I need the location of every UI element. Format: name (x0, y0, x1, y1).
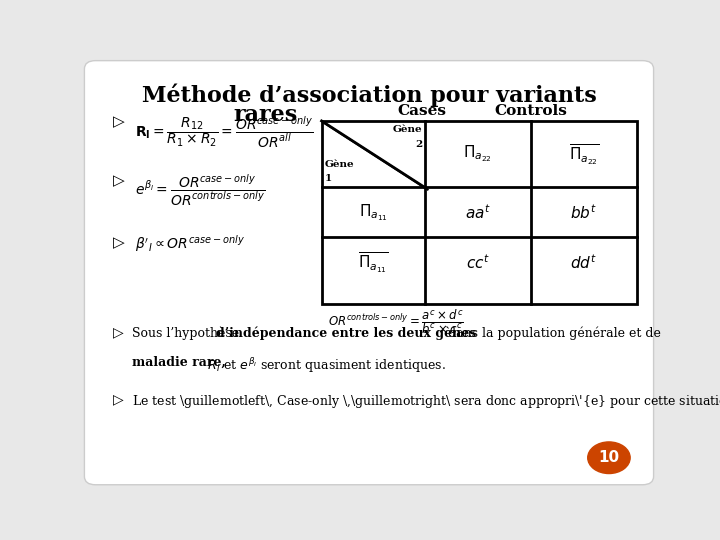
Text: 10: 10 (598, 450, 619, 465)
Text: Sous l’hypothèse: Sous l’hypothèse (132, 327, 247, 340)
Text: $\overline{\Pi_{a_{22}}}$: $\overline{\Pi_{a_{22}}}$ (569, 142, 599, 166)
Text: $\beta'_I \propto OR^{case-only}$: $\beta'_I \propto OR^{case-only}$ (135, 233, 245, 254)
Text: maladie rare,: maladie rare, (132, 356, 226, 369)
Bar (322, 121, 636, 304)
Text: rares: rares (234, 104, 298, 126)
Text: $\triangleright$: $\triangleright$ (112, 114, 126, 130)
Text: $R_I$ et $e^{\beta_I}$ seront quasiment identiques.: $R_I$ et $e^{\beta_I}$ seront quasiment … (204, 356, 446, 375)
Text: $e^{\beta_I} = \dfrac{OR^{case-only}}{OR^{controls-only}}$: $e^{\beta_I} = \dfrac{OR^{case-only}}{OR… (135, 173, 265, 208)
Text: $cc^t$: $cc^t$ (466, 253, 490, 272)
Text: $\triangleright$: $\triangleright$ (112, 173, 126, 188)
FancyBboxPatch shape (84, 60, 654, 485)
Text: $\mathbf{R_I} = \dfrac{R_{12}}{R_1 \times R_2} = \dfrac{OR^{case-only}}{OR^{all}: $\mathbf{R_I} = \dfrac{R_{12}}{R_1 \time… (135, 114, 313, 150)
Text: $\Pi_{a_{22}}$: $\Pi_{a_{22}}$ (464, 144, 492, 165)
Text: 1: 1 (324, 174, 332, 183)
Text: Controls: Controls (495, 104, 567, 118)
Text: dans la population générale et de: dans la population générale et de (444, 327, 661, 340)
Text: Cases: Cases (397, 104, 446, 118)
Text: Le test \guillemotleft\, Case-only \,\guillemotright\ sera donc appropri\'{e} po: Le test \guillemotleft\, Case-only \,\gu… (132, 393, 720, 411)
Text: $OR^{controls-only}=\dfrac{a^c \times d^c}{b^c \times c^c}$: $OR^{controls-only}=\dfrac{a^c \times d^… (328, 308, 464, 336)
Text: 2: 2 (415, 140, 422, 149)
Text: d’indépendance entre les deux gènes: d’indépendance entre les deux gènes (215, 327, 476, 340)
Text: $\triangleright$: $\triangleright$ (112, 327, 125, 341)
Text: $\triangleright$: $\triangleright$ (112, 235, 126, 251)
Text: $\Pi_{a_{11}}$: $\Pi_{a_{11}}$ (359, 202, 387, 222)
Circle shape (588, 442, 630, 474)
Text: Méthode d’association pour variants: Méthode d’association pour variants (142, 84, 596, 107)
Text: $bb^t$: $bb^t$ (570, 203, 598, 222)
Text: $dd^t$: $dd^t$ (570, 253, 598, 272)
Text: $\triangleright$: $\triangleright$ (112, 393, 125, 408)
Text: $\overline{\Pi_{a_{11}}}$: $\overline{\Pi_{a_{11}}}$ (358, 250, 388, 275)
Text: Gène: Gène (324, 160, 354, 168)
Text: $aa^t$: $aa^t$ (465, 203, 491, 222)
Text: Gène: Gène (392, 125, 422, 134)
